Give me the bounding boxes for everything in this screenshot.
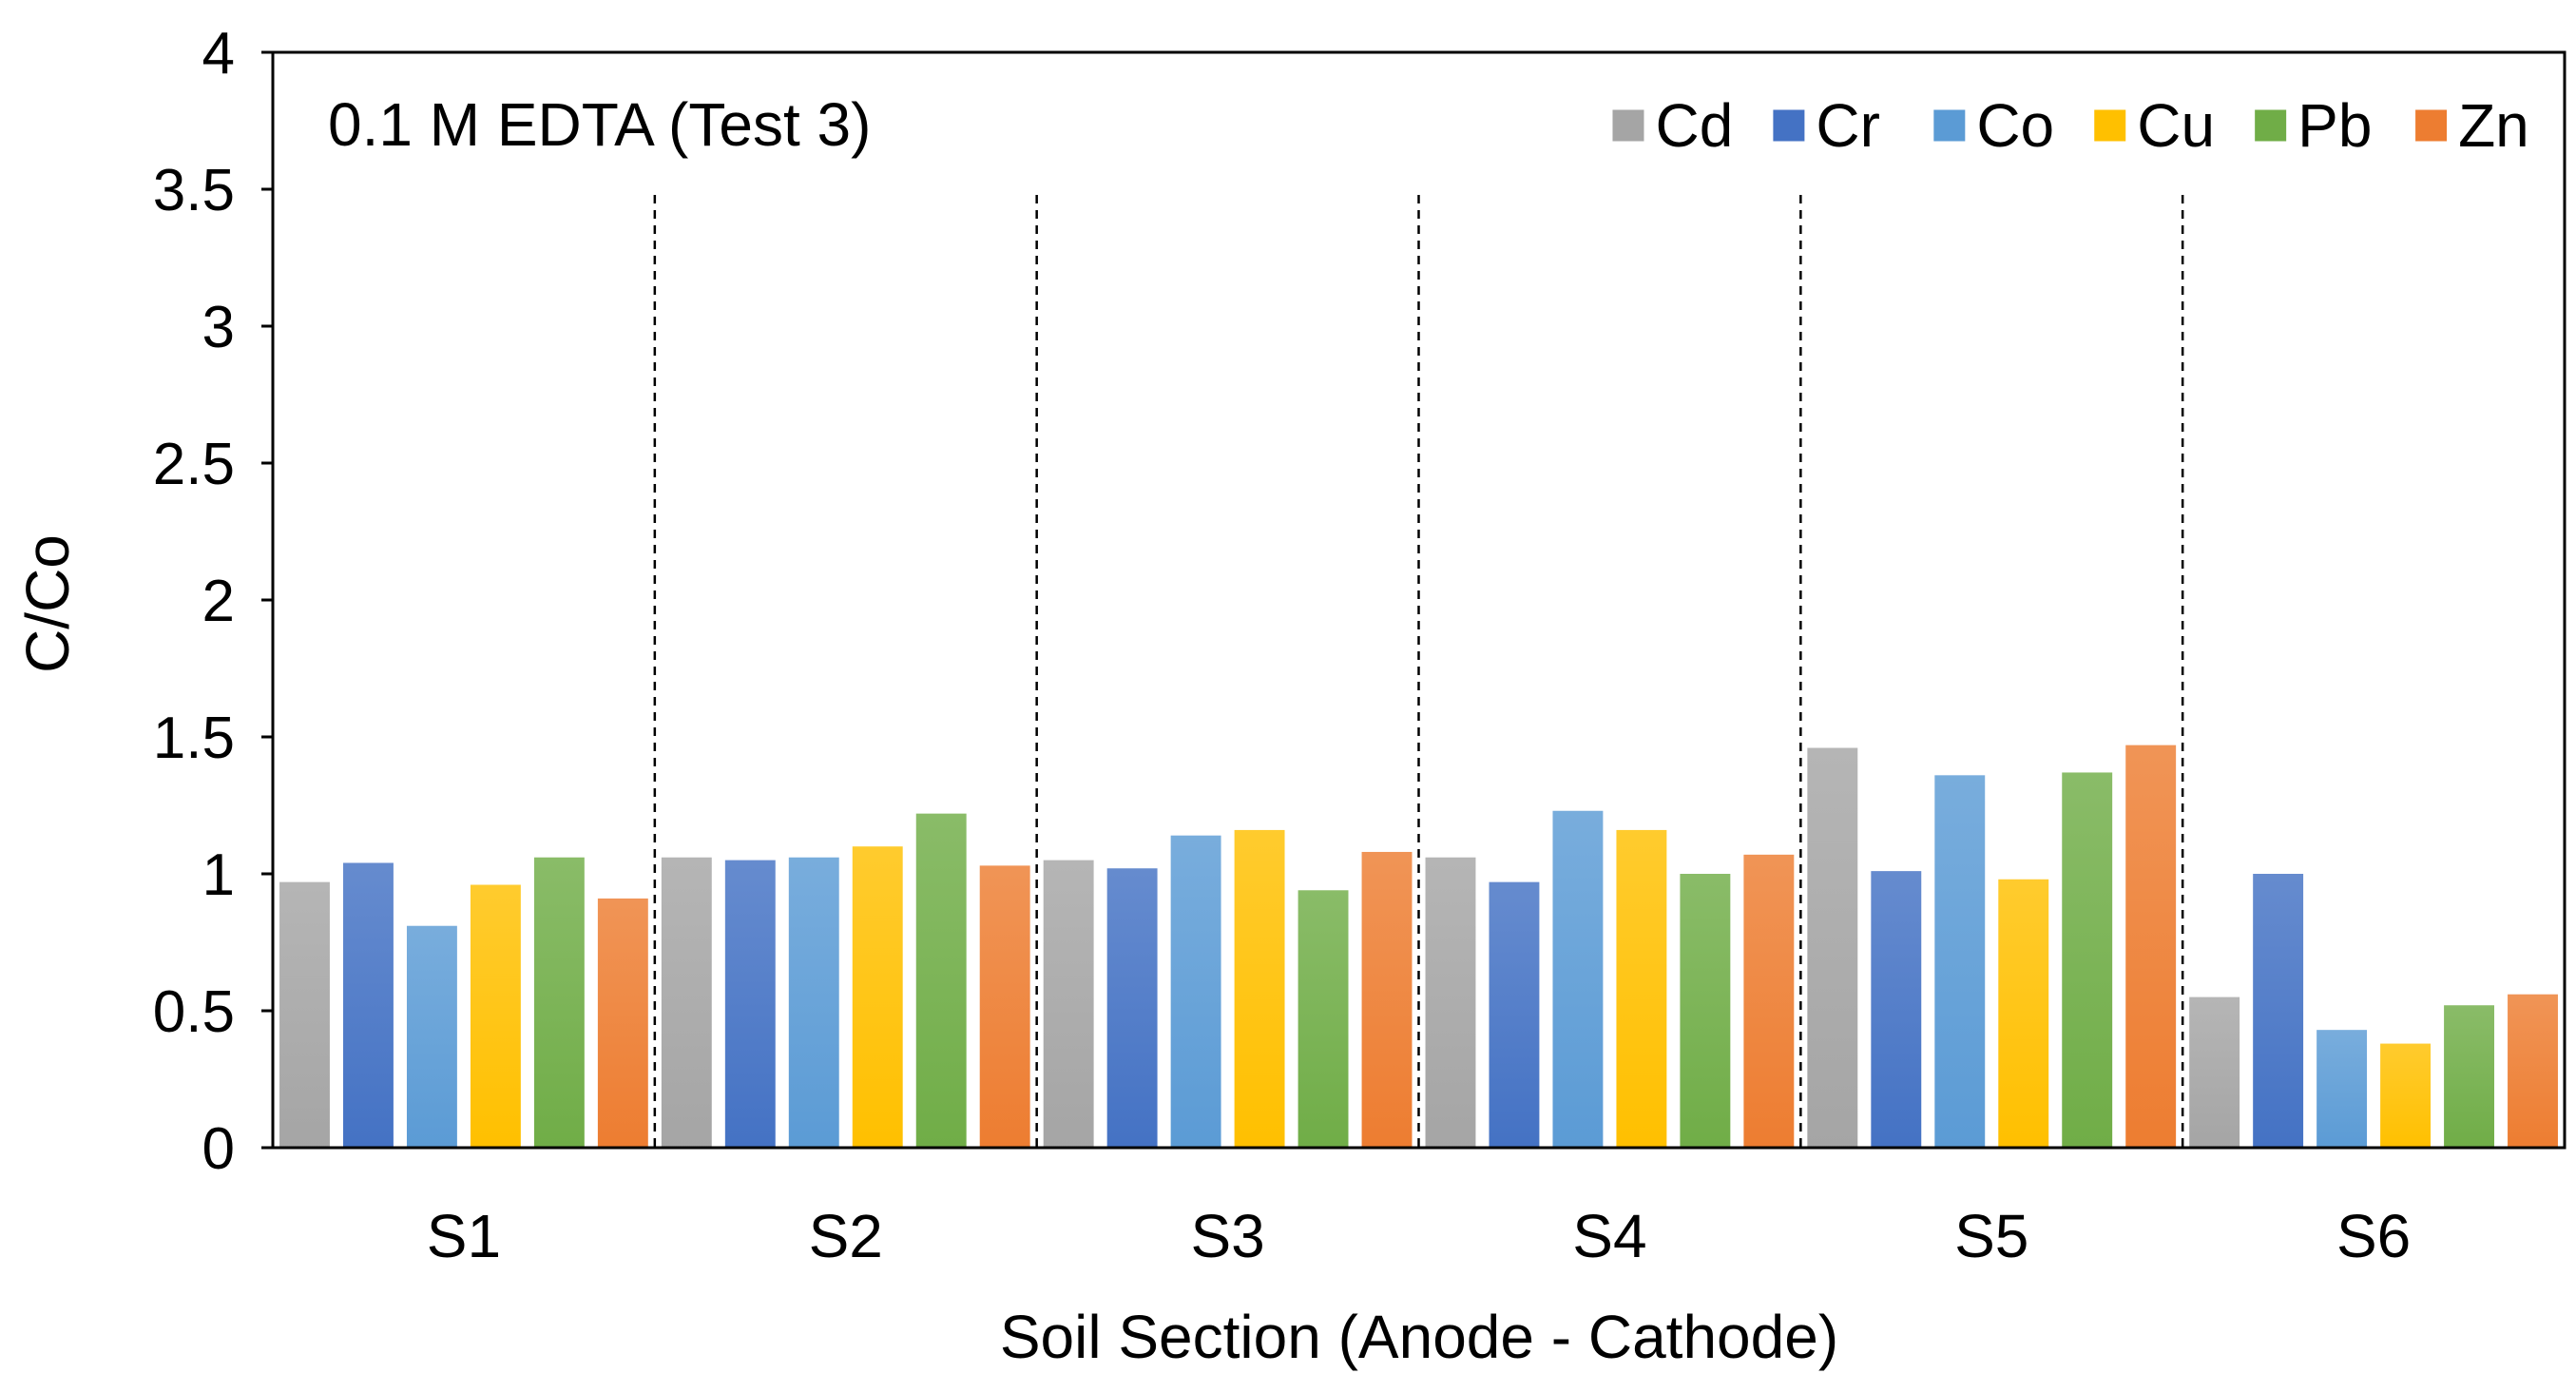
x-axis-label: Soil Section (Anode - Cathode): [1000, 1303, 1838, 1371]
y-axis-ticks: 0 0.5 1 1.5 2 2.5 3 3.5 4: [153, 21, 273, 1182]
bar-co-s2: [788, 857, 839, 1148]
chart-title: 0.1 M EDTA (Test 3): [328, 90, 871, 159]
legend-swatch-cu: [2094, 109, 2126, 142]
x-tick-label: S2: [809, 1202, 883, 1270]
bar-cr-s1: [343, 862, 394, 1148]
bar-cu-s4: [1616, 829, 1667, 1148]
bar-pb-s6: [2444, 1005, 2494, 1148]
y-tick-label: 2: [202, 569, 235, 634]
y-tick-label: 2.5: [153, 432, 235, 497]
y-tick-label: 0.5: [153, 979, 235, 1045]
bar-cu-s6: [2380, 1043, 2432, 1148]
bar-pb-s2: [915, 813, 967, 1148]
bar-cd-s6: [2189, 996, 2240, 1148]
legend-label-pb: Pb: [2297, 91, 2372, 160]
bar-cd-s4: [1425, 857, 1476, 1148]
bar-cr-s3: [1106, 868, 1158, 1148]
legend-swatch-cd: [1612, 109, 1644, 142]
bar-co-s6: [2316, 1030, 2368, 1148]
x-tick-label: S6: [2336, 1202, 2411, 1270]
bar-cd-s5: [1807, 747, 1858, 1148]
x-axis-ticks: S1 S2 S3 S4 S5 S6: [427, 1202, 2411, 1270]
legend-swatch-zn: [2415, 109, 2448, 142]
bar-cr-s6: [2253, 874, 2304, 1148]
legend-label-cd: Cd: [1655, 91, 1733, 160]
y-tick-label: 4: [202, 21, 235, 87]
legend-label-cu: Cu: [2137, 91, 2215, 160]
bar-cr-s2: [724, 860, 776, 1148]
y-tick-label: 3: [202, 295, 235, 360]
bar-cr-s5: [1871, 871, 1922, 1148]
bar-cu-s2: [852, 846, 903, 1148]
legend: Cd Cr Co Cu Pb Zn: [1612, 91, 2529, 160]
y-tick-label: 1: [202, 842, 235, 908]
legend-swatch-pb: [2255, 109, 2287, 142]
bar-co-s1: [406, 925, 457, 1148]
bar-cu-s3: [1234, 829, 1285, 1148]
section-dividers: [653, 195, 2184, 1148]
y-tick-label: 0: [202, 1116, 235, 1182]
x-tick-label: S5: [1954, 1202, 2028, 1270]
bar-pb-s3: [1298, 890, 1349, 1148]
bar-zn-s2: [979, 865, 1030, 1148]
bar-co-s4: [1552, 810, 1604, 1148]
bar-pb-s4: [1680, 874, 1731, 1148]
y-tick-label: 3.5: [153, 158, 235, 223]
x-tick-label: S1: [427, 1202, 501, 1270]
bar-cu-s5: [1998, 879, 2049, 1148]
bar-cd-s2: [661, 857, 712, 1148]
bar-cu-s1: [470, 884, 521, 1148]
legend-swatch-cr: [1773, 109, 1805, 142]
bar-co-s5: [1934, 775, 1986, 1148]
bar-zn-s5: [2125, 745, 2177, 1148]
bar-cd-s3: [1043, 860, 1094, 1148]
y-tick-label: 1.5: [153, 706, 235, 771]
bar-zn-s3: [1361, 851, 1413, 1148]
bar-pb-s1: [533, 857, 585, 1148]
legend-label-zn: Zn: [2458, 91, 2529, 160]
bar-cr-s4: [1489, 881, 1540, 1148]
bar-co-s3: [1170, 835, 1221, 1148]
x-tick-label: S3: [1190, 1202, 1264, 1270]
bar-pb-s5: [2062, 772, 2113, 1148]
bar-zn-s6: [2508, 994, 2558, 1148]
y-axis-label: C/Co: [13, 534, 82, 673]
bar-zn-s1: [597, 898, 648, 1148]
legend-label-co: Co: [1976, 91, 2054, 160]
bar-cd-s1: [279, 881, 330, 1148]
bars-layer: [279, 745, 2558, 1148]
bar-zn-s4: [1743, 854, 1795, 1148]
x-tick-label: S4: [1572, 1202, 1646, 1270]
legend-swatch-co: [1933, 109, 1966, 142]
legend-label-cr: Cr: [1816, 91, 1880, 160]
